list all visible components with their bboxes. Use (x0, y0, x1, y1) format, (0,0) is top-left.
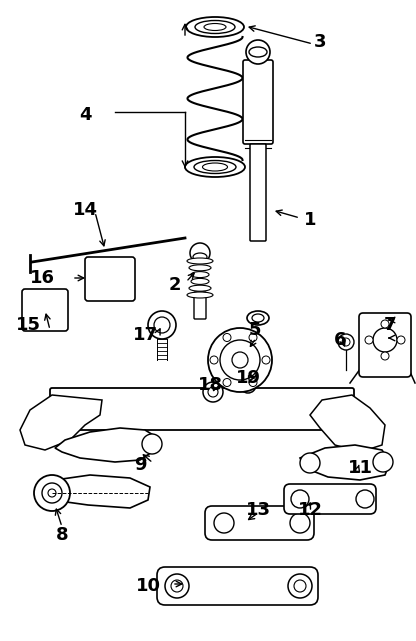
FancyBboxPatch shape (194, 292, 206, 319)
Text: 15: 15 (15, 316, 40, 334)
Circle shape (294, 580, 306, 592)
Ellipse shape (252, 314, 264, 322)
Circle shape (381, 352, 389, 360)
Circle shape (397, 336, 405, 344)
Circle shape (291, 490, 309, 508)
Circle shape (290, 513, 310, 533)
Text: 4: 4 (79, 106, 91, 124)
Circle shape (148, 311, 176, 339)
Circle shape (240, 377, 256, 393)
Circle shape (381, 320, 389, 328)
Text: 6: 6 (334, 331, 346, 349)
Polygon shape (55, 428, 158, 462)
FancyBboxPatch shape (284, 484, 376, 514)
Circle shape (171, 580, 183, 592)
Circle shape (244, 381, 252, 389)
Text: 16: 16 (30, 269, 54, 287)
Circle shape (220, 340, 260, 380)
Ellipse shape (193, 253, 207, 261)
Circle shape (288, 574, 312, 598)
Circle shape (154, 317, 170, 333)
Circle shape (249, 333, 257, 342)
Circle shape (356, 490, 374, 508)
FancyBboxPatch shape (22, 289, 68, 331)
Polygon shape (310, 395, 385, 452)
Circle shape (42, 483, 62, 503)
Circle shape (203, 382, 223, 402)
Polygon shape (20, 395, 102, 450)
Text: 1: 1 (304, 211, 316, 229)
Text: 7: 7 (384, 316, 396, 334)
Circle shape (223, 333, 231, 342)
FancyBboxPatch shape (250, 144, 266, 241)
Circle shape (34, 475, 70, 511)
Text: 10: 10 (136, 577, 161, 595)
Polygon shape (38, 475, 150, 508)
Ellipse shape (191, 278, 209, 285)
Text: 9: 9 (134, 456, 146, 474)
Circle shape (262, 356, 270, 364)
Ellipse shape (185, 157, 245, 177)
Polygon shape (300, 445, 390, 480)
FancyBboxPatch shape (85, 257, 135, 301)
FancyBboxPatch shape (50, 388, 354, 430)
Circle shape (373, 328, 397, 352)
FancyBboxPatch shape (205, 506, 314, 540)
FancyBboxPatch shape (359, 313, 411, 377)
Text: 18: 18 (198, 376, 223, 394)
Ellipse shape (194, 160, 236, 174)
FancyBboxPatch shape (243, 60, 273, 144)
Text: 8: 8 (56, 526, 68, 544)
Text: 11: 11 (347, 459, 372, 477)
Circle shape (373, 452, 393, 472)
Ellipse shape (247, 311, 269, 325)
Circle shape (300, 453, 320, 473)
Circle shape (249, 379, 257, 387)
Circle shape (342, 338, 350, 346)
Circle shape (214, 513, 234, 533)
Circle shape (142, 434, 162, 454)
Circle shape (48, 489, 56, 497)
Text: 17: 17 (133, 326, 158, 344)
Circle shape (210, 356, 218, 364)
Text: 3: 3 (314, 33, 326, 51)
Circle shape (165, 574, 189, 598)
Text: 14: 14 (72, 201, 97, 219)
FancyBboxPatch shape (157, 567, 318, 605)
Ellipse shape (187, 258, 213, 264)
Text: 19: 19 (235, 369, 260, 387)
Ellipse shape (191, 272, 209, 278)
Ellipse shape (195, 21, 235, 33)
Ellipse shape (204, 24, 226, 31)
Circle shape (246, 40, 270, 64)
Text: 5: 5 (249, 321, 261, 339)
Text: 2: 2 (169, 276, 181, 294)
Ellipse shape (203, 163, 228, 171)
Circle shape (190, 243, 210, 263)
Circle shape (208, 328, 272, 392)
Circle shape (208, 387, 218, 397)
Ellipse shape (189, 285, 211, 291)
Circle shape (232, 352, 248, 368)
Ellipse shape (249, 47, 267, 57)
Ellipse shape (189, 265, 211, 271)
Text: 12: 12 (297, 501, 322, 519)
Ellipse shape (187, 292, 213, 298)
Ellipse shape (186, 17, 244, 37)
Circle shape (223, 379, 231, 387)
Circle shape (365, 336, 373, 344)
Text: 13: 13 (245, 501, 270, 519)
Circle shape (338, 334, 354, 350)
